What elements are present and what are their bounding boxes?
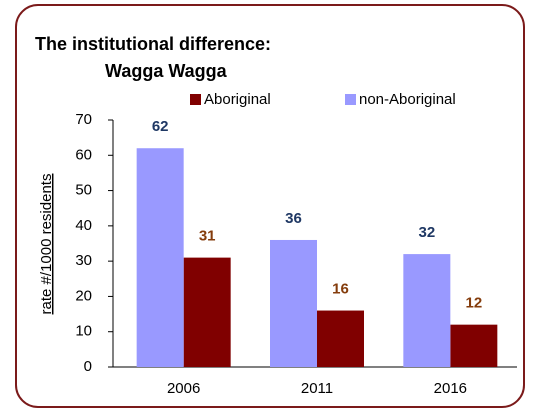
data-label: 62	[152, 118, 169, 135]
y-tick-label: 20	[75, 287, 92, 304]
y-tick-label: 0	[84, 358, 92, 375]
legend-swatch	[190, 94, 201, 105]
legend-swatch	[345, 94, 356, 105]
y-tick-label: 10	[75, 323, 92, 340]
x-tick-label: 2011	[301, 380, 333, 397]
y-tick-label: 70	[75, 111, 92, 128]
bar	[450, 324, 498, 367]
y-tick-label: 30	[75, 252, 92, 269]
y-tick-label: 50	[75, 182, 92, 199]
bar	[317, 310, 364, 367]
legend-label: non-Aboriginal	[359, 91, 456, 108]
data-label: 32	[418, 224, 435, 241]
data-label: 31	[199, 228, 216, 245]
bar	[136, 148, 184, 367]
data-label: 16	[332, 281, 349, 298]
chart-subtitle: Wagga Wagga	[105, 61, 228, 81]
bar	[403, 254, 451, 367]
y-tick-label: 60	[75, 146, 92, 163]
x-tick-label: 2006	[167, 380, 200, 397]
y-axis-label: rate #/1000 residents	[38, 174, 55, 315]
legend-label: Aboriginal	[204, 91, 271, 108]
data-label: 36	[285, 210, 302, 227]
bar	[270, 239, 317, 367]
data-label: 12	[465, 295, 482, 312]
bar	[183, 257, 231, 367]
chart-title: The institutional difference:	[35, 34, 271, 54]
y-tick-label: 40	[75, 217, 92, 234]
x-tick-label: 2016	[434, 380, 467, 397]
